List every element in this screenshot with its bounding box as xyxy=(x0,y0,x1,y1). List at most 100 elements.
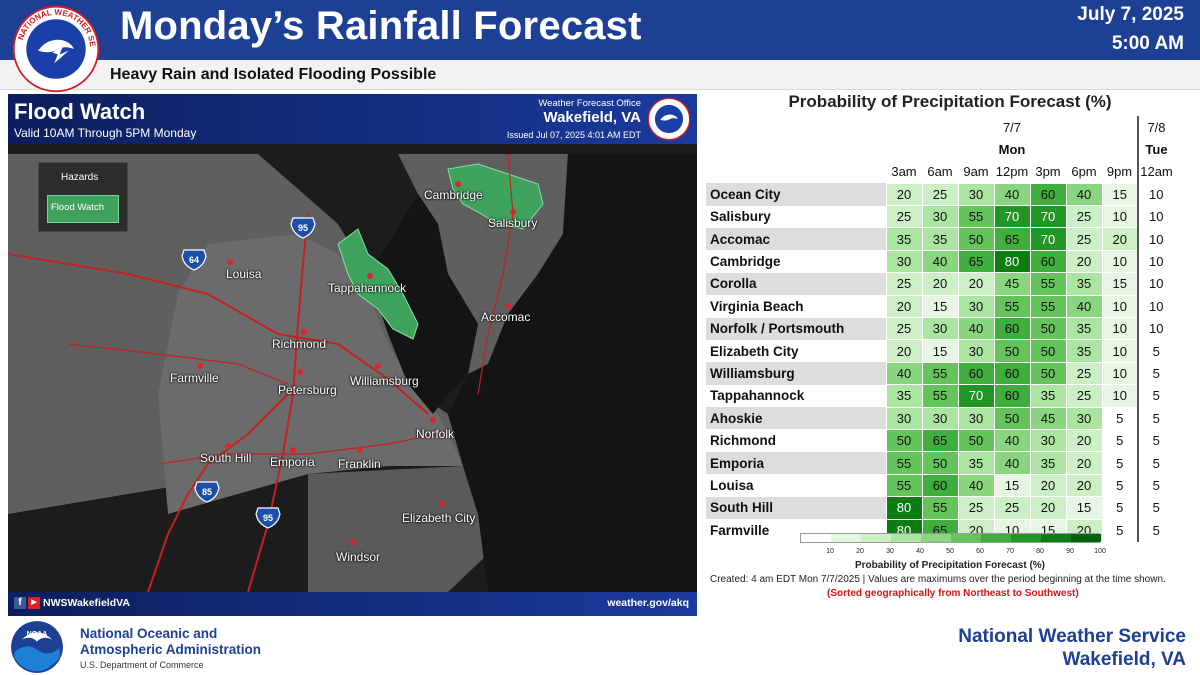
time-header: 3pm xyxy=(1030,160,1066,184)
pop-value-cell: 35 xyxy=(1065,317,1103,341)
pop-table: 7/7 7/8 Mon Tue 3am 6am 9am 12pm 3pm 6pm 9pm 12am O… xyxy=(706,116,1175,542)
location-name: Elizabeth City xyxy=(710,343,799,359)
nws-name: National Weather Service xyxy=(958,626,1186,647)
city-dot xyxy=(301,329,307,335)
pop-value-cell: 10 xyxy=(1101,205,1139,229)
time-header: 12pm xyxy=(994,160,1030,184)
pop-value-cell: 60 xyxy=(1029,182,1067,207)
legend-label: Flood Watch xyxy=(51,202,104,213)
time-header: 6pm xyxy=(1066,160,1102,184)
pop-value-cell: 10 xyxy=(1137,317,1175,341)
office-name: Wakefield, VA xyxy=(543,109,641,126)
header-spacer xyxy=(1030,116,1066,139)
location-name: Virginia Beach xyxy=(710,298,804,314)
pop-value-cell: 20 xyxy=(1065,473,1103,498)
pop-value-cell: 35 xyxy=(885,227,923,251)
pop-value-cell: 30 xyxy=(957,339,995,363)
header-day-2: Tue xyxy=(1137,138,1174,161)
pop-value-cell: 20 xyxy=(957,272,995,296)
pop-value-cell: 20 xyxy=(1029,473,1067,498)
pop-value-cell: 55 xyxy=(885,473,923,498)
pop-value-cell: 40 xyxy=(1065,294,1103,319)
interstate-shield-85: 85 xyxy=(194,481,220,503)
pop-value-cell: 10 xyxy=(1101,317,1139,341)
location-name: Tappahannock xyxy=(710,388,805,404)
pop-value-cell: 25 xyxy=(1065,384,1103,408)
pop-value-cell: 10 xyxy=(1101,361,1139,386)
social-handle[interactable]: f ▶ NWSWakefieldVA xyxy=(14,597,130,610)
pop-value-cell: 10 xyxy=(1137,272,1175,296)
pop-value-cell: 30 xyxy=(957,406,995,430)
map-header: Flood Watch Valid 10AM Through 5PM Monda… xyxy=(8,94,697,144)
route-us58 xyxy=(157,433,439,465)
table-row: Norfolk / Portsmouth 25 30 40 60 50 35 10 10 xyxy=(706,317,1175,341)
pop-value-cell: 70 xyxy=(993,205,1031,229)
pop-value-cell: 65 xyxy=(921,428,959,453)
pop-value-cell: 40 xyxy=(921,249,959,274)
color-scale-swatch xyxy=(1041,534,1071,542)
table-row: Tappahannock 35 55 70 60 35 25 10 5 xyxy=(706,384,1175,408)
location-name: Ahoskie xyxy=(706,407,886,430)
pop-value-cell: 30 xyxy=(1029,428,1067,453)
city-label: Emporia xyxy=(270,455,315,469)
pop-value-cell: 30 xyxy=(885,406,923,430)
office-url[interactable]: weather.gov/akq xyxy=(607,597,689,609)
color-scale-bar xyxy=(800,533,1101,543)
corner-cell xyxy=(706,160,886,184)
pop-value-cell: 20 xyxy=(1029,496,1067,520)
pop-value-cell: 10 xyxy=(1101,294,1139,319)
header-day-1: Mon xyxy=(994,138,1030,161)
pop-value-cell: 35 xyxy=(921,227,959,251)
color-scale-tick: 70 xyxy=(1006,548,1014,555)
corner-cell xyxy=(706,138,886,161)
pop-value-cell: 25 xyxy=(1065,227,1103,251)
interstate-shield-64: 64 xyxy=(181,249,207,271)
city-dot xyxy=(227,259,233,265)
issued-time: Issued Jul 07, 2025 4:01 AM EDT xyxy=(506,130,641,140)
city-dot xyxy=(375,363,381,369)
pop-value-cell: 50 xyxy=(957,428,995,453)
nc-land xyxy=(308,466,488,592)
pop-value-cell: 20 xyxy=(885,339,923,363)
location-name: Accomac xyxy=(706,227,886,251)
pop-value-cell: 50 xyxy=(993,339,1031,363)
time-header: 6am xyxy=(922,160,958,184)
pop-value-cell: 5 xyxy=(1101,518,1139,542)
interstate-64 xyxy=(8,253,429,415)
pop-value-cell: 30 xyxy=(921,317,959,341)
subtitle-bar xyxy=(0,60,1200,90)
color-scale-swatch xyxy=(891,534,921,542)
pop-value-cell: 10 xyxy=(1137,205,1175,229)
pop-value-cell: 70 xyxy=(957,384,995,408)
pop-value-cell: 10 xyxy=(1101,249,1139,274)
color-scale-tick: 30 xyxy=(886,548,894,555)
legend-swatch-flood-watch xyxy=(47,195,119,223)
map-footer: f ▶ NWSWakefieldVA weather.gov/akq xyxy=(8,592,697,616)
pop-value-cell: 35 xyxy=(1029,451,1067,475)
location-name: Williamsburg xyxy=(706,362,886,385)
pop-value-cell: 10 xyxy=(1137,294,1175,319)
header-spacer xyxy=(886,138,922,161)
color-scale-tick: 10 xyxy=(826,548,834,555)
chesapeake-bay xyxy=(368,194,478,414)
pop-value-cell: 80 xyxy=(885,496,923,520)
city-dot xyxy=(505,303,511,309)
pop-value-cell: 15 xyxy=(921,294,959,319)
location-name: South Hill xyxy=(706,496,886,520)
pop-value-cell: 60 xyxy=(993,384,1031,408)
pop-value-cell: 55 xyxy=(957,205,995,229)
header-spacer xyxy=(1066,116,1102,139)
city-label: Farmville xyxy=(170,371,219,385)
sorted-note: (Sorted geographically from Northeast to… xyxy=(827,588,1079,599)
pop-value-cell: 10 xyxy=(1101,384,1139,408)
pop-value-cell: 55 xyxy=(921,361,959,386)
color-scale-tick: 20 xyxy=(856,548,864,555)
flood-watch-area-east xyxy=(447,163,544,230)
city-dot xyxy=(197,363,203,369)
pop-value-cell: 40 xyxy=(993,182,1031,207)
color-scale-swatch xyxy=(951,534,981,542)
table-row: Elizabeth City 20 15 30 50 50 35 10 5 xyxy=(706,339,1175,363)
city-label: Accomac xyxy=(481,310,531,324)
pop-value-cell: 10 xyxy=(1137,249,1175,274)
table-row: Ocean City 20 25 30 40 60 40 15 10 xyxy=(706,182,1175,207)
